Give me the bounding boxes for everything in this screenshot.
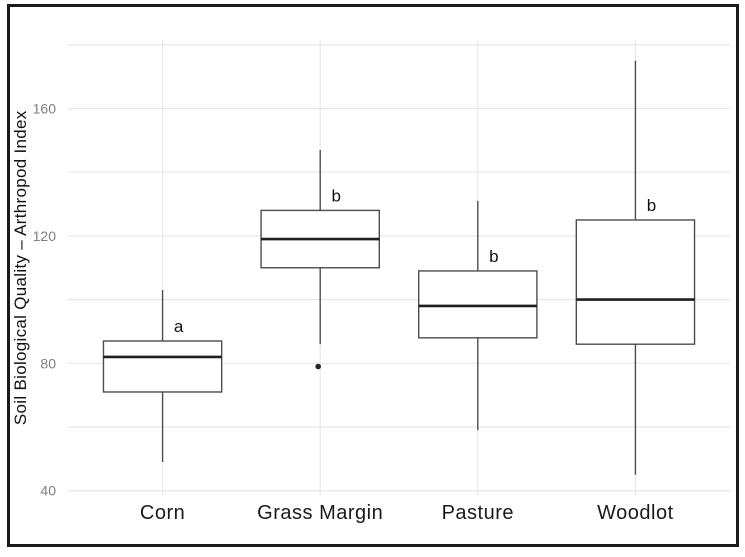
box-pasture: [418, 270, 538, 339]
x-category-label-grass-margin: Grass Margin: [257, 502, 383, 524]
significance-letter-pasture: b: [489, 247, 498, 266]
box-corn: [102, 340, 223, 393]
significance-letter-corn: a: [174, 317, 184, 336]
x-category-label-pasture: Pasture: [442, 502, 514, 524]
y-tick-label-120: 120: [33, 228, 57, 244]
y-tick-label-40: 40: [40, 483, 56, 499]
significance-letter-grass-margin: b: [331, 186, 340, 205]
significance-letter-woodlot: b: [647, 196, 656, 215]
y-tick-label-160: 160: [33, 100, 57, 116]
figure-frame: [7, 4, 739, 547]
box-woodlot: [575, 219, 696, 345]
y-tick-label-80: 80: [40, 355, 56, 371]
x-category-label-woodlot: Woodlot: [597, 502, 674, 524]
outlier-point-grass-margin-0: [315, 363, 321, 370]
x-category-label-corn: Corn: [140, 502, 185, 524]
y-axis-title: Soil Biological Quality – Arthropod Inde…: [11, 110, 30, 425]
